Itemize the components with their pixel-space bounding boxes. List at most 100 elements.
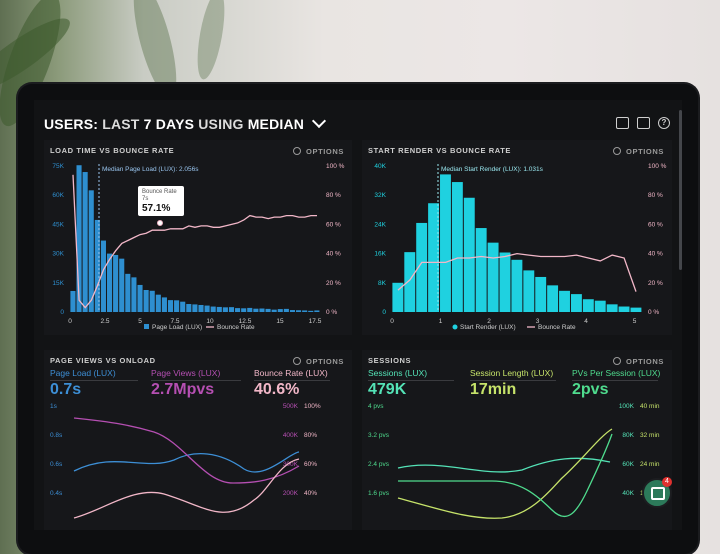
bar xyxy=(198,304,204,312)
x-tick-label: 0 xyxy=(68,318,72,325)
tooltip-box xyxy=(138,186,184,216)
y3-tick-label: 100% xyxy=(304,403,321,410)
x-tick-label: 0 xyxy=(390,318,394,325)
x-tick-label: 5 xyxy=(633,318,637,325)
median-label: Median Start Render (LUX): 1.031s xyxy=(441,166,544,173)
panel-header: SESSIONS OPTIONS xyxy=(368,356,664,368)
session-length-line xyxy=(397,428,613,519)
bar xyxy=(100,240,106,312)
legend-label: Bounce Rate xyxy=(538,324,576,331)
panel-header: PAGE VIEWS VS ONLOAD OPTIONS xyxy=(50,356,344,368)
y3-tick-label: 40% xyxy=(304,490,317,497)
x-tick-label: 1 xyxy=(439,318,443,325)
bar xyxy=(271,309,277,312)
bar xyxy=(241,308,247,312)
y2-tick-label: 100K xyxy=(619,403,635,410)
bar xyxy=(174,300,180,312)
y2-tick-label: 60K xyxy=(622,461,634,468)
bar xyxy=(416,222,428,312)
bar xyxy=(210,306,216,312)
x-tick-label: 5 xyxy=(138,318,142,325)
dashboard-title[interactable]: USERS: LAST 7 DAYS USING MEDIAN xyxy=(44,113,327,132)
y2-tick-label: 0 % xyxy=(648,309,659,316)
image-icon[interactable] xyxy=(637,117,650,129)
metric-value-sessions: 479K xyxy=(368,381,407,398)
dashboard-header: USERS: LAST 7 DAYS USING MEDIAN ? xyxy=(44,113,670,136)
chevron-down-icon[interactable] xyxy=(312,113,327,129)
options-button[interactable]: OPTIONS xyxy=(293,356,344,366)
scrollbar[interactable] xyxy=(679,110,682,270)
bar xyxy=(247,307,253,312)
panel-load-time: LOAD TIME VS BOUNCE RATE OPTIONS 0 15K 30K… xyxy=(44,140,352,335)
y-tick-label: 0 xyxy=(382,309,386,316)
bar xyxy=(125,273,131,312)
bar xyxy=(106,253,113,312)
bar xyxy=(259,308,265,312)
y2-tick-label: 40K xyxy=(622,490,634,497)
y3-tick-label: 80% xyxy=(304,432,317,439)
x-tick-label: 12.5 xyxy=(239,318,252,325)
options-button[interactable]: OPTIONS xyxy=(613,146,664,156)
y2-tick-label: 500K xyxy=(283,403,299,410)
chat-button[interactable]: 4 xyxy=(642,477,672,508)
x-tick-label: 17.5 xyxy=(309,318,322,325)
options-label: OPTIONS xyxy=(626,147,664,156)
median-label: Median Page Load (LUX): 2.056s xyxy=(102,166,199,173)
y-tick-label: 45K xyxy=(52,221,64,228)
options-button[interactable]: OPTIONS xyxy=(613,356,664,366)
divider xyxy=(151,380,241,381)
bar xyxy=(88,190,94,312)
title-days: 7 DAYS xyxy=(143,116,195,132)
divider xyxy=(572,380,658,381)
header-icons: ? xyxy=(616,117,670,129)
metric-value-page-views: 2.7Mpvs xyxy=(151,381,215,398)
gear-icon xyxy=(293,147,302,155)
bar xyxy=(630,307,642,312)
panel-title: PAGE VIEWS VS ONLOAD xyxy=(50,356,156,365)
title-median: MEDIAN xyxy=(247,116,305,132)
metric-value-session-length: 17min xyxy=(470,381,517,398)
help-icon[interactable]: ? xyxy=(658,117,670,129)
sessions-chart: 4 pvs 3.2 pvs 2.4 pvs 1.6 pvs 100K 80K 60K 40K 4… xyxy=(368,403,660,519)
y2-tick-label: 400K xyxy=(283,432,299,439)
bar xyxy=(523,270,535,312)
bar xyxy=(535,276,547,312)
panel-title: LOAD TIME VS BOUNCE RATE xyxy=(50,146,175,155)
bar xyxy=(289,310,296,312)
y-tick-label: 60K xyxy=(52,192,64,199)
x-tick-label: 15 xyxy=(276,318,284,325)
y2-tick-label: 80 % xyxy=(326,192,341,199)
dashboard-screen: USERS: LAST 7 DAYS USING MEDIAN ? LOAD T… xyxy=(34,100,682,530)
y-tick-label: 0.4s xyxy=(50,490,63,497)
options-button[interactable]: OPTIONS xyxy=(293,146,344,156)
tooltip-label: Bounce Rate xyxy=(142,189,177,195)
y-tick-label: 30K xyxy=(52,251,64,258)
y-tick-label: 24K xyxy=(374,221,386,228)
bar xyxy=(155,294,161,312)
bar xyxy=(296,310,302,312)
x-tick-label: 10 xyxy=(206,318,214,325)
bar xyxy=(283,308,289,312)
metric-label-page-load: Page Load (LUX) xyxy=(50,368,116,378)
y2-tick-label: 100 % xyxy=(326,163,345,170)
y-tick-label: 1.6 pvs xyxy=(368,490,390,497)
bar xyxy=(167,300,174,312)
y3-tick-label: 60% xyxy=(304,461,317,468)
page-views-chart: 1s 0.8s 0.6s 0.4s 500K 400K 300K 200K 100% 80% 60%… xyxy=(50,403,321,519)
panel-title: START RENDER VS BOUNCE RATE xyxy=(368,146,512,155)
y-tick-label: 0.8s xyxy=(50,432,63,439)
monitor-icon[interactable] xyxy=(616,117,629,129)
bar xyxy=(82,172,88,312)
y-tick-label: 40K xyxy=(374,163,386,170)
bar xyxy=(119,258,125,312)
bar xyxy=(253,308,259,312)
bar xyxy=(428,203,440,312)
y-tick-label: 16K xyxy=(374,251,386,258)
y-tick-label: 15K xyxy=(52,280,64,287)
legend-swatch xyxy=(144,324,149,329)
bar xyxy=(475,228,487,312)
bar xyxy=(204,305,210,312)
y2-tick-label: 20 % xyxy=(326,280,341,287)
divider xyxy=(254,380,330,381)
bar xyxy=(228,307,235,312)
